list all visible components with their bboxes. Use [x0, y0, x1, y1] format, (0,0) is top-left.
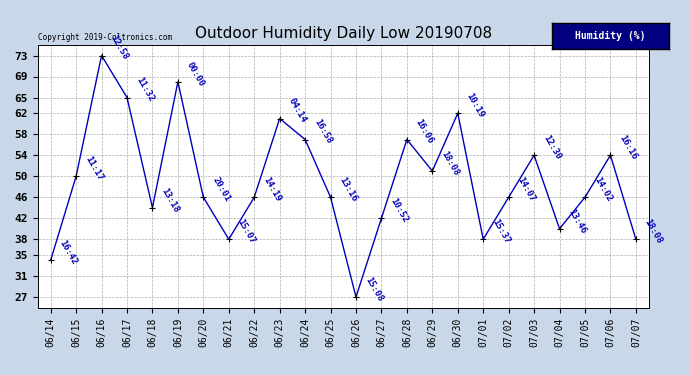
Text: 15:08: 15:08 — [363, 275, 384, 303]
Text: 11:17: 11:17 — [83, 154, 104, 182]
Text: Humidity (%): Humidity (%) — [575, 31, 646, 40]
Text: 13:18: 13:18 — [159, 186, 181, 214]
Text: 13:46: 13:46 — [566, 207, 588, 235]
Text: 16:58: 16:58 — [312, 118, 333, 146]
Text: 00:00: 00:00 — [185, 60, 206, 88]
Text: 10:19: 10:19 — [465, 92, 486, 119]
Text: 15:37: 15:37 — [490, 217, 511, 245]
Text: 20:01: 20:01 — [210, 176, 232, 203]
Text: 18:08: 18:08 — [440, 149, 460, 177]
Text: 12:58: 12:58 — [108, 34, 130, 62]
Title: Outdoor Humidity Daily Low 20190708: Outdoor Humidity Daily Low 20190708 — [195, 26, 492, 41]
Text: 04:14: 04:14 — [286, 97, 308, 124]
Text: 15:07: 15:07 — [236, 217, 257, 245]
Text: 14:19: 14:19 — [262, 176, 282, 203]
Text: 14:02: 14:02 — [592, 176, 613, 203]
Text: Copyright 2019-Coltronics.com: Copyright 2019-Coltronics.com — [38, 33, 172, 42]
Text: 18:08: 18:08 — [643, 217, 664, 245]
Text: 16:16: 16:16 — [618, 134, 639, 161]
Text: 10:52: 10:52 — [388, 196, 410, 224]
Text: 14:07: 14:07 — [515, 176, 537, 203]
Text: 13:16: 13:16 — [337, 176, 359, 203]
Text: 16:42: 16:42 — [58, 238, 79, 266]
Text: 11:32: 11:32 — [134, 76, 155, 104]
Text: 12:30: 12:30 — [541, 134, 562, 161]
Text: 16:06: 16:06 — [414, 118, 435, 146]
